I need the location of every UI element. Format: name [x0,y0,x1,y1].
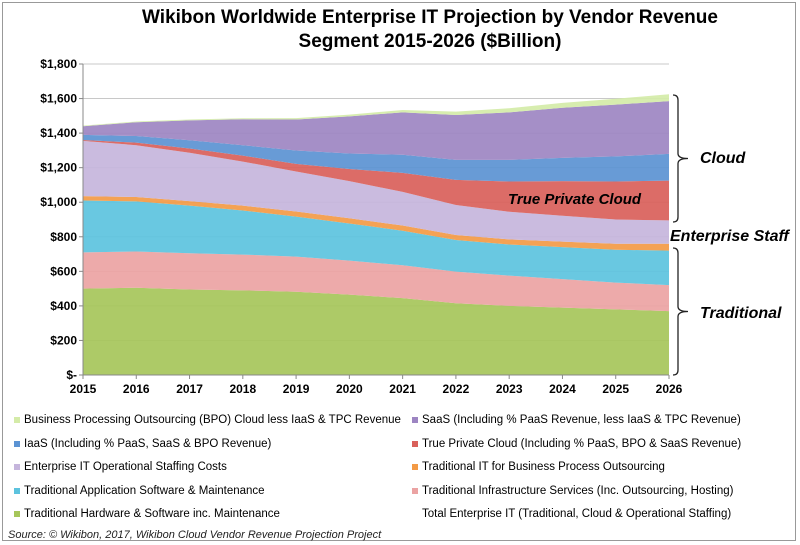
area-series-1 [83,251,669,312]
y-tick-label: $800 [50,230,77,244]
x-tick-label: 2024 [549,382,576,396]
legend-label: Traditional Infrastructure Services (Inc… [422,484,734,497]
title-line-2: Segment 2015-2026 ($Billion) [298,31,562,52]
legend-swatch [412,464,418,470]
legend-label: IaaS (Including % PaaS, SaaS & BPO Reven… [24,437,272,450]
x-tick-label: 2017 [176,382,203,396]
area-series-0 [83,287,669,375]
x-tick-label: 2015 [70,382,97,396]
legend-swatch [14,464,20,470]
legend-swatch [412,440,418,447]
legend-item: Traditional IT for Business Process Outs… [412,461,665,473]
area-series-5 [83,140,669,221]
legend-swatch [14,440,20,447]
true-private-cloud-label: True Private Cloud [508,191,642,208]
x-tick-label: 2019 [283,382,310,396]
legend-label: Traditional Application Software & Maint… [24,484,265,497]
legend-item: Business Processing Outsourcing (BPO) Cl… [14,414,401,426]
title-line-1: Wikibon Worldwide Enterprise IT Projecti… [142,7,718,28]
legend-label: Traditional IT for Business Process Outs… [422,461,665,473]
x-tick-label: 2025 [602,382,629,396]
y-tick-label: $1,600 [40,92,77,106]
area-series-6 [83,134,669,182]
area-series-4 [83,140,669,244]
y-tick-label: $1,000 [40,195,77,209]
legend-label: Business Processing Outsourcing (BPO) Cl… [24,414,401,426]
legend-item: SaaS (Including % PaaS Revenue, less Iaa… [412,414,741,426]
legend-item: True Private Cloud (Including % PaaS, BP… [412,438,741,450]
legend-swatch [14,487,20,494]
legend-label: Total Enterprise IT (Traditional, Cloud … [422,508,732,520]
y-tick-label: $400 [50,299,77,313]
legend-item: Traditional Application Software & Maint… [14,485,265,497]
legend-item: Total Enterprise IT (Traditional, Cloud … [412,508,731,520]
y-tick-label: $1,200 [40,161,77,175]
traditional-brace [672,247,689,376]
area-series-2 [83,200,669,286]
y-tick-label: $1,400 [40,126,77,140]
cloud-brace [672,94,689,223]
x-tick-label: 2018 [229,382,256,396]
legend-swatch [14,417,20,423]
x-tick-label: 2021 [389,382,416,396]
y-tick-label: $600 [50,264,77,278]
legend-swatch [14,511,20,517]
area-series-7 [83,101,669,160]
legend-item: Traditional Infrastructure Services (Inc… [412,485,733,497]
source-note: Source: © Wikibon, 2017, Wikibon Cloud V… [8,529,382,541]
legend-item: Traditional Hardware & Software inc. Mai… [14,508,280,520]
cloud-label: Cloud [700,150,746,167]
x-tick-label: 2026 [656,382,683,396]
x-tick-label: 2022 [443,382,470,396]
legend-swatch [412,417,418,423]
x-tick-label: 2016 [123,382,150,396]
legend-label: True Private Cloud (Including % PaaS, BP… [422,437,742,450]
legend-label: SaaS (Including % PaaS Revenue, less Iaa… [422,414,741,426]
x-tick-label: 2023 [496,382,523,396]
y-tick-label: $- [66,368,77,382]
enterprise-staff-label: Enterprise Staff [670,228,789,245]
y-tick-label: $200 [50,333,77,347]
x-tick-label: 2020 [336,382,363,396]
legend-item: Enterprise IT Operational Staffing Costs [14,461,227,473]
legend-label: Enterprise IT Operational Staffing Costs [24,461,227,473]
legend-label: Traditional Hardware & Software inc. Mai… [24,508,280,520]
traditional-label: Traditional [700,305,782,322]
y-tick-label: $1,800 [40,57,77,71]
legend-swatch [412,487,418,494]
chart-title: Wikibon Worldwide Enterprise IT Projecti… [140,6,720,54]
legend-swatch [412,511,418,517]
area-series-3 [83,196,669,251]
legend-item: IaaS (Including % PaaS, SaaS & BPO Reven… [14,438,271,450]
